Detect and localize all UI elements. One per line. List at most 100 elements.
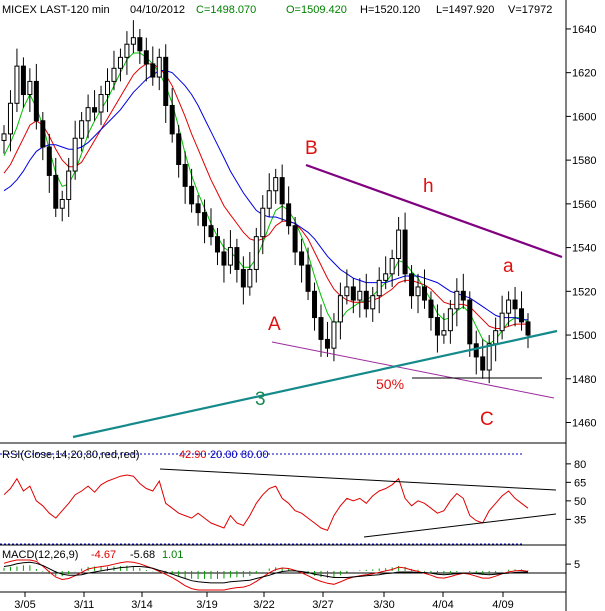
- candle-body: [460, 290, 466, 301]
- rsi-line: [3, 474, 529, 532]
- x-tick-label: 3/19: [196, 599, 217, 611]
- candle-body: [473, 343, 479, 358]
- candle-body: [227, 247, 233, 266]
- candle-body: [467, 299, 473, 345]
- macd-tick-label: 5: [574, 559, 580, 571]
- candle-body: [499, 312, 505, 332]
- candle-body: [409, 273, 415, 297]
- candle-body: [40, 120, 46, 148]
- candle-body: [72, 137, 78, 172]
- candle-body: [182, 163, 188, 187]
- macd-axis: 5: [566, 559, 580, 571]
- price-tick-label: 1620: [572, 68, 596, 80]
- price-tick-label: 1560: [572, 199, 596, 211]
- rsi-upper-trendline: [159, 468, 557, 491]
- macd-value: -4.67: [91, 549, 116, 561]
- rsi-value: 42.90: [179, 449, 207, 461]
- candle-body: [53, 174, 59, 209]
- candle-body: [324, 338, 330, 349]
- candle-body: [1, 133, 7, 141]
- candle-body: [260, 207, 266, 238]
- candle-body: [33, 80, 39, 122]
- candle-body: [130, 37, 136, 45]
- x-tick-label: 4/04: [432, 599, 453, 611]
- candle-body: [480, 356, 486, 371]
- rsi-title: RSI(Close,14,20,80,red,red): [2, 449, 140, 461]
- candle-body: [66, 170, 72, 200]
- macd-line: [3, 559, 529, 591]
- candle-body: [318, 317, 324, 340]
- rsi-level-high: 80.00: [241, 449, 269, 461]
- candle-body: [189, 185, 195, 205]
- candle-body: [59, 198, 65, 209]
- header-open: O=1509.420: [286, 4, 347, 16]
- candle-body: [357, 290, 363, 301]
- x-tick-label: 3/05: [14, 599, 35, 611]
- price-tick-label: 1460: [572, 418, 596, 430]
- macd-histogram-value: 1.01: [162, 549, 183, 561]
- candle-body: [143, 50, 149, 65]
- price-tick-label: 1640: [572, 24, 596, 36]
- price-tick-label: 1600: [572, 111, 596, 123]
- candle-body: [486, 343, 492, 371]
- x-tick-label: 3/30: [373, 599, 394, 611]
- candle-body: [350, 286, 356, 301]
- candle-body: [46, 146, 52, 176]
- candle-body: [85, 107, 91, 122]
- candle-body: [286, 203, 292, 227]
- candle-body: [117, 56, 123, 69]
- candle-body: [79, 120, 85, 139]
- rsi-lower-trendline: [363, 513, 557, 538]
- candle-body: [124, 43, 130, 58]
- label-fifty-percent: 50%: [376, 376, 404, 392]
- header-low: L=1497.920: [436, 4, 494, 16]
- candle-body: [376, 279, 382, 297]
- candle-body: [493, 330, 499, 345]
- header-symbol: MICEX LAST-120 min: [2, 4, 110, 16]
- candle-body: [512, 299, 518, 310]
- rsi-tick-label: 80: [574, 459, 586, 471]
- candle-body: [292, 225, 298, 253]
- price-tick-label: 1500: [572, 330, 596, 342]
- x-axis: 3/05 3/11 3/14 3/19 3/22 3/27 3/30 4/04 4/09: [14, 592, 514, 611]
- price-axis: 1460 1480 1500 1520 1540 1560 1580 1600 1620 1640: [566, 24, 596, 430]
- candle-body: [434, 317, 440, 336]
- candle-body: [363, 290, 369, 310]
- candle-body: [273, 177, 279, 192]
- candle-body: [221, 251, 227, 266]
- header-close: C=1498.070: [196, 4, 256, 16]
- rsi-tick-label: 65: [574, 477, 586, 489]
- candle-body: [312, 290, 318, 319]
- candle-body: [137, 37, 143, 52]
- candles: [1, 20, 531, 384]
- candle-body: [150, 63, 156, 78]
- candle-body: [402, 229, 408, 275]
- candle-body: [105, 80, 111, 96]
- candle-body: [506, 299, 512, 314]
- macd-signal-line: [3, 561, 528, 584]
- price-tick-label: 1520: [572, 286, 596, 298]
- candle-body: [234, 247, 240, 270]
- candle-body: [396, 229, 402, 260]
- candle-body: [163, 56, 169, 106]
- label-A: A: [268, 314, 281, 335]
- candle-body: [331, 321, 337, 349]
- x-tick-label: 3/27: [312, 599, 333, 611]
- candle-body: [253, 236, 259, 270]
- candle-body: [20, 65, 26, 96]
- ma-blue-line: [3, 70, 528, 321]
- macd-signal-value: -5.68: [130, 549, 155, 561]
- candle-body: [428, 299, 434, 319]
- label-C: C: [480, 409, 494, 430]
- candle-body: [441, 330, 447, 336]
- candle-body: [266, 190, 272, 209]
- price-tick-label: 1540: [572, 243, 596, 255]
- header-high: H=1520.120: [360, 4, 420, 16]
- candle-body: [169, 104, 175, 135]
- x-tick-label: 3/14: [131, 599, 152, 611]
- candle-body: [208, 225, 214, 238]
- candle-body: [305, 264, 311, 292]
- candle-body: [525, 321, 531, 336]
- macd-title: MACD(12,26,9): [2, 549, 78, 561]
